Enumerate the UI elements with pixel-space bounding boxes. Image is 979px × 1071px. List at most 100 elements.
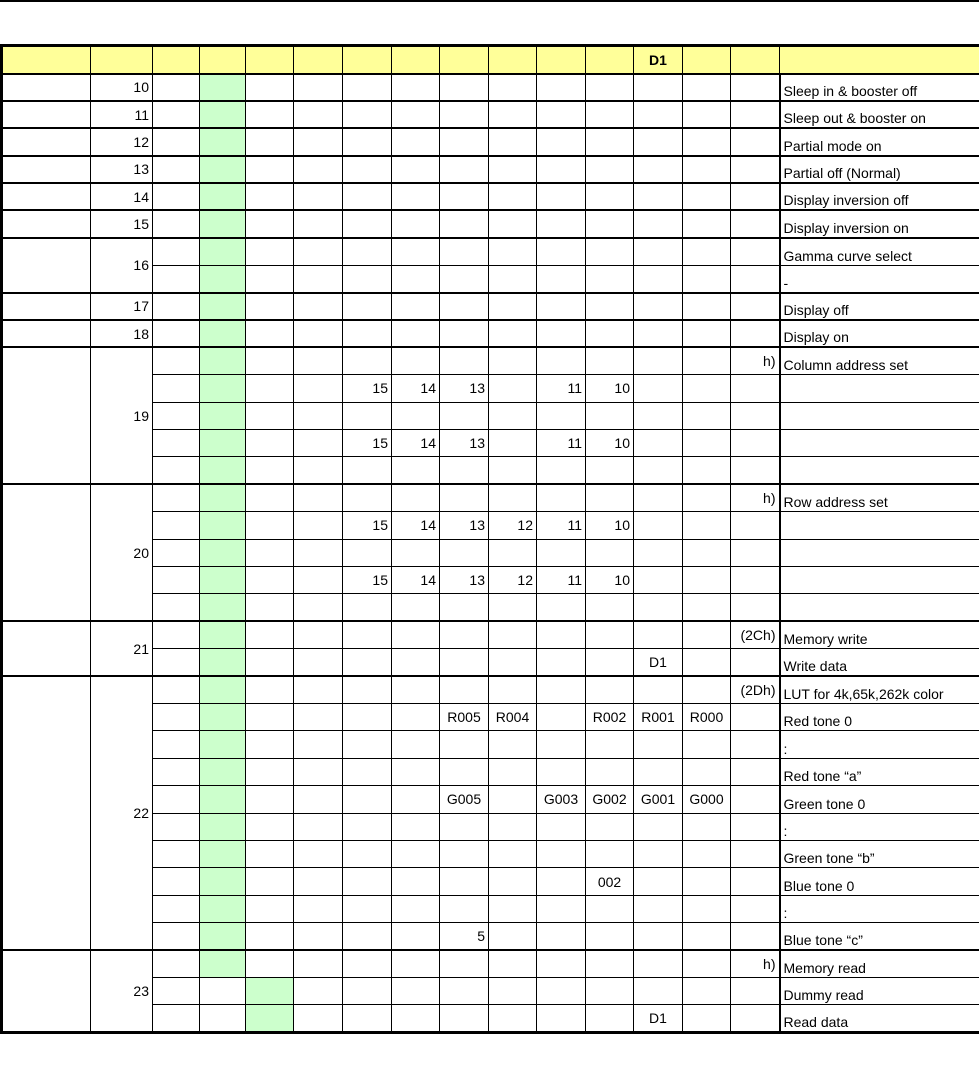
bit-cell [633,566,683,595]
bit-cell [342,948,392,978]
bit-cell [585,483,634,513]
bit-cell: 14 [391,566,440,595]
bit-cell [391,867,440,896]
bit-cell: G003 [536,785,586,814]
bit-cell [682,948,731,978]
bit-cell: G005 [439,785,489,814]
bit-cell [536,867,586,896]
bit-cell [245,894,294,924]
bit-cell: (2Dh) [730,675,780,704]
bit-cell [152,702,200,732]
command-number: 19 [90,346,153,485]
bit-cell [391,948,440,978]
bit-cell [391,812,440,841]
table-row: 10 Sleep in & booster off [1,72,979,102]
bit-cell [633,99,683,129]
bit-cell [682,319,731,348]
bit-cell [199,209,246,239]
bit-cell [439,72,489,102]
bit-cell [199,538,246,568]
bit-cell [199,922,246,951]
bit-cell [342,757,392,787]
command-group-cell [1,948,91,1033]
bit-cell [293,730,343,759]
bit-cell [391,894,440,924]
table-row [2,456,979,485]
bit-cell [391,1004,440,1033]
bit-cell [245,374,294,403]
bit-cell [633,456,683,485]
bit-cell [730,99,780,129]
bit-cell [439,538,489,568]
bit-cell [682,182,731,211]
bit-cell [245,319,294,348]
bit-cell [585,620,634,650]
bit-cell [488,291,537,321]
bit-cell [439,757,489,787]
bit-cell [682,648,731,677]
bit-cell [199,127,246,157]
description-cell: : [778,812,979,841]
bit-cell [199,1004,246,1033]
bit-cell [293,757,343,787]
bit-cell [199,675,246,704]
bit-cell [152,839,200,869]
description-cell: Read data [778,1004,979,1033]
description-cell: Blue tone 0 [778,867,979,896]
bit-cell [152,346,200,376]
bit-cell [488,346,537,376]
bit-cell [391,785,440,814]
bit-cell [585,401,634,431]
bit-cell [439,99,489,129]
bit-cell: R002 [585,702,634,732]
bit-cell [585,127,634,157]
table-row: 19 h) Column address set [1,346,979,485]
table-row: Green tone “b” [2,839,979,869]
bit-cell [536,812,586,841]
bit-cell [682,922,731,951]
bit-cell [730,922,780,951]
bit-cell: R000 [682,702,731,732]
bit-cell [342,593,392,622]
bit-cell [152,154,200,184]
bit-cell [585,839,634,869]
bit-cell [536,702,586,732]
header-cell [342,45,392,75]
bit-cell [633,127,683,157]
bit-cell [342,127,392,157]
description-cell: Display inversion on [778,209,979,239]
bit-cell [585,72,634,102]
bit-cell [536,72,586,102]
header-cell [293,45,343,75]
bit-cell [585,948,634,978]
bit-cell [152,812,200,841]
bit-cell [488,839,537,869]
bit-cell [293,346,343,376]
header-cell [439,45,489,75]
description-cell: : [778,730,979,759]
bit-cell [682,236,731,266]
bit-cell [488,99,537,129]
bit-cell: 13 [439,511,489,540]
bit-cell: 15 [342,566,392,595]
description-cell: Memory read [778,948,979,978]
bit-cell [293,702,343,732]
description-cell: Dummy read [778,976,979,1006]
bit-cell [391,154,440,184]
bit-cell [488,1004,537,1033]
bit-cell [536,1004,586,1033]
bit-cell [245,538,294,568]
bit-cell [439,483,489,513]
bit-cell [391,127,440,157]
bit-cell [633,511,683,540]
bit-cell [439,319,489,348]
bit-cell [342,867,392,896]
table-row: 15 14 13 12 11 10 [2,511,979,540]
description-cell: Sleep out & booster on [778,99,979,129]
bit-cell [152,127,200,157]
table-row: 15 14 13 12 11 10 [2,566,979,595]
bit-cell [488,429,537,458]
bit-cell [293,154,343,184]
bit-cell [682,374,731,403]
bit-cell [391,839,440,869]
